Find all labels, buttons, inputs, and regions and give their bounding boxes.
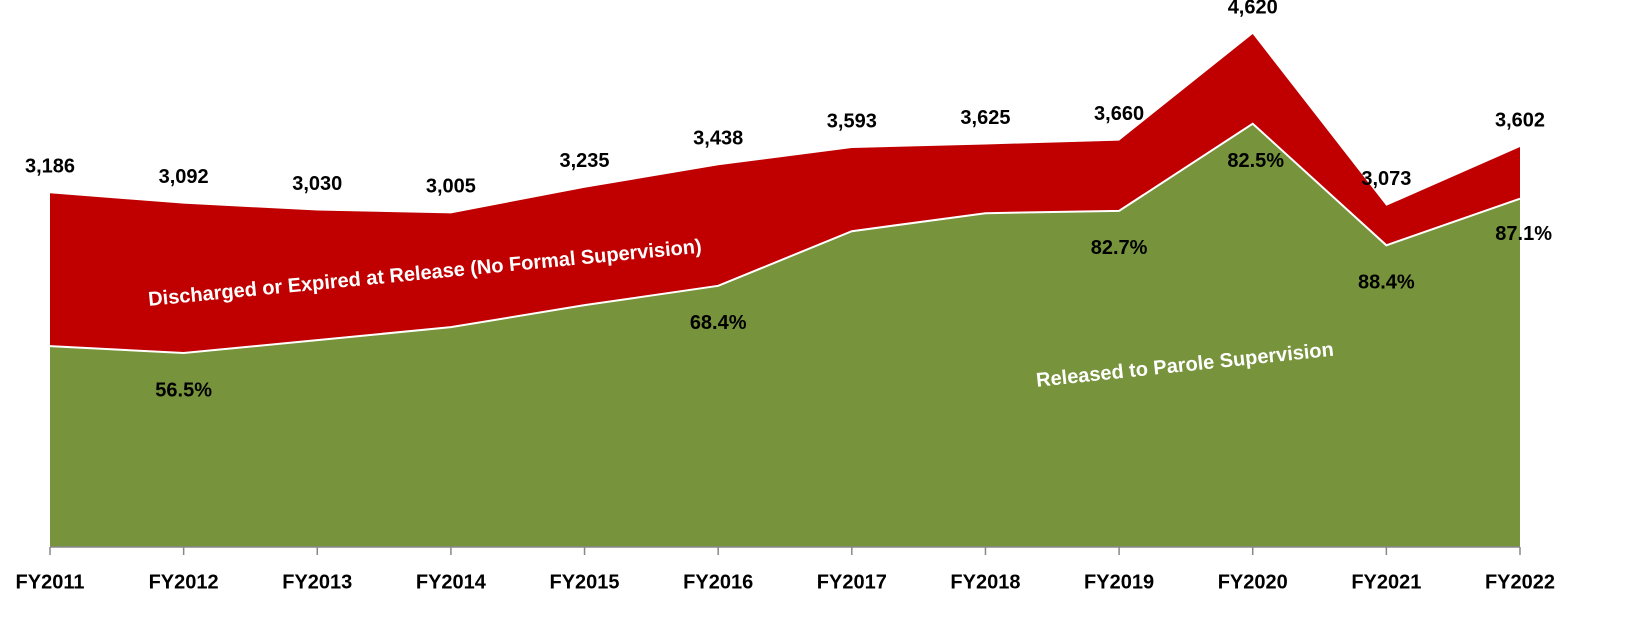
share-label: 87.1%	[1495, 223, 1552, 245]
total-label: 4,620	[1228, 0, 1278, 18]
total-label: 3,073	[1361, 168, 1411, 190]
x-tick-label: FY2020	[1218, 571, 1288, 593]
share-label: 88.4%	[1358, 272, 1415, 294]
total-label: 3,186	[25, 156, 75, 178]
total-label: 3,030	[292, 173, 342, 195]
area-discharged	[50, 33, 1520, 354]
x-tick-label: FY2014	[416, 571, 487, 593]
x-tick-label: FY2011	[16, 571, 85, 593]
total-label: 3,438	[693, 128, 743, 150]
total-label: 3,660	[1094, 103, 1144, 125]
total-label: 3,593	[827, 110, 877, 132]
boundary-line	[49, 122, 1521, 355]
x-tick-label: FY2013	[282, 571, 352, 593]
x-tick-label: FY2015	[550, 571, 620, 593]
area-parole	[50, 123, 1520, 547]
total-label: 3,625	[960, 107, 1010, 129]
x-tick-label: FY2016	[683, 571, 753, 593]
x-tick-label: FY2017	[817, 571, 887, 593]
total-label: 3,092	[159, 166, 209, 188]
x-tick-label: FY2019	[1084, 571, 1154, 593]
x-tick-label: FY2018	[950, 571, 1020, 593]
x-tick-label: FY2012	[149, 571, 219, 593]
total-label: 3,602	[1495, 109, 1545, 131]
share-label: 82.7%	[1091, 237, 1148, 259]
x-tick-label: FY2022	[1485, 571, 1555, 593]
total-label: 3,005	[426, 176, 476, 198]
total-label: 3,235	[560, 150, 610, 172]
share-label: 68.4%	[690, 312, 747, 334]
share-label: 56.5%	[155, 379, 212, 401]
share-label: 82.5%	[1227, 150, 1284, 172]
x-tick-label: FY2021	[1351, 571, 1421, 593]
